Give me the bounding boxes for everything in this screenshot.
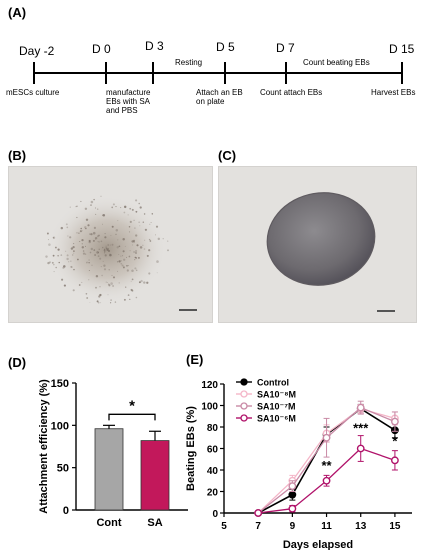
- attach-eb-label-line1: Attach an EB: [196, 88, 243, 97]
- panel-label-c: (C): [218, 148, 237, 163]
- significance-annotation: **: [321, 458, 332, 473]
- micrograph-embryoid-body: [218, 166, 417, 323]
- mesc-culture-label: mESCs culture: [6, 88, 60, 97]
- bar-cont: [94, 428, 124, 511]
- attachment-efficiency-bar-chart: 0 50 100 150 Cont SA * Attachment efficiency (%…: [38, 378, 188, 529]
- harvest-label: Harvest EBs: [371, 88, 416, 97]
- legend-label: Control: [257, 378, 289, 388]
- legend-swatch-marker: [240, 390, 248, 398]
- legend-swatch-marker: [240, 402, 248, 410]
- beating-ebs-line-chart: 0 20 40 60 80 100 120 5 7 9 11 13 15 Days elapsed Beat…: [185, 378, 412, 550]
- x-tick-label: 7: [255, 521, 261, 532]
- x-tick-label: 9: [290, 521, 296, 532]
- data-point: [288, 482, 297, 491]
- panel-label-d: (D): [8, 355, 27, 370]
- panel-label-e: (E): [186, 352, 204, 367]
- legend-label: SA10⁻⁸M: [257, 390, 296, 400]
- data-point: [288, 490, 297, 499]
- significance-bracket: [108, 413, 156, 421]
- count-beating-label: Count beating EBs: [303, 58, 370, 67]
- micrograph-scattered-cells: [8, 166, 213, 323]
- x-tick-label: 13: [355, 521, 367, 532]
- y-tick-label: 0: [212, 509, 218, 520]
- timeline-day-label: D 0: [92, 42, 111, 56]
- data-point: [322, 476, 331, 485]
- timeline-day-label: D 3: [145, 39, 164, 53]
- data-point: [356, 403, 365, 412]
- legend-label: SA10⁻⁷M: [257, 402, 295, 412]
- data-point: [391, 417, 399, 426]
- manufacture-label-line2: EBs with SA: [106, 97, 151, 106]
- y-tick-label: 20: [207, 488, 219, 499]
- timeline-day-label: Day -2: [19, 44, 55, 58]
- y-axis-label: Beating EBs (%): [185, 406, 197, 491]
- y-tick-label: 40: [207, 466, 219, 477]
- count-attach-label: Count attach EBs: [260, 88, 323, 97]
- significance-annotation: *: [392, 433, 398, 448]
- bar-sa: [140, 440, 170, 511]
- resting-label: Resting: [175, 58, 203, 67]
- y-tick-label: 120: [201, 380, 218, 391]
- y-tick-label: 0: [63, 505, 69, 517]
- timeline-day-label: D 7: [276, 41, 295, 55]
- legend-swatch-marker: [240, 414, 248, 422]
- timeline-axis: [33, 62, 403, 84]
- data-point: [391, 456, 399, 465]
- x-axis-label: Days elapsed: [283, 539, 353, 550]
- data-point: [254, 509, 263, 517]
- panel-label-b: (B): [8, 148, 27, 163]
- y-axis-label: Attachment efficiency (%): [38, 379, 50, 514]
- manufacture-label-line1: manufacture: [106, 88, 151, 97]
- x-tick-label: SA: [147, 517, 162, 529]
- y-tick-label: 50: [57, 463, 69, 475]
- timeline-day-label: D 15: [389, 42, 415, 56]
- y-tick-label: 150: [51, 378, 69, 390]
- legend-label: SA10⁻⁶M: [257, 414, 296, 424]
- timeline-day-label: D 5: [216, 40, 235, 54]
- data-point: [288, 504, 297, 513]
- data-point: [322, 433, 331, 442]
- x-tick-label: 15: [389, 521, 401, 532]
- manufacture-label-line3: and PBS: [106, 106, 138, 115]
- significance-star: *: [129, 397, 135, 414]
- x-tick-label: 5: [221, 521, 227, 532]
- x-tick-label: 11: [321, 521, 332, 532]
- y-tick-label: 100: [51, 420, 69, 432]
- legend-swatch-marker: [240, 378, 248, 386]
- y-tick-label: 60: [207, 445, 219, 456]
- y-tick-label: 100: [201, 402, 218, 413]
- attach-eb-label-line2: on plate: [196, 97, 225, 106]
- x-tick-label: Cont: [96, 517, 121, 529]
- y-tick-label: 80: [207, 423, 219, 434]
- data-point: [356, 444, 365, 453]
- significance-annotation: ***: [353, 420, 369, 435]
- panel-label-a: (A): [8, 5, 27, 20]
